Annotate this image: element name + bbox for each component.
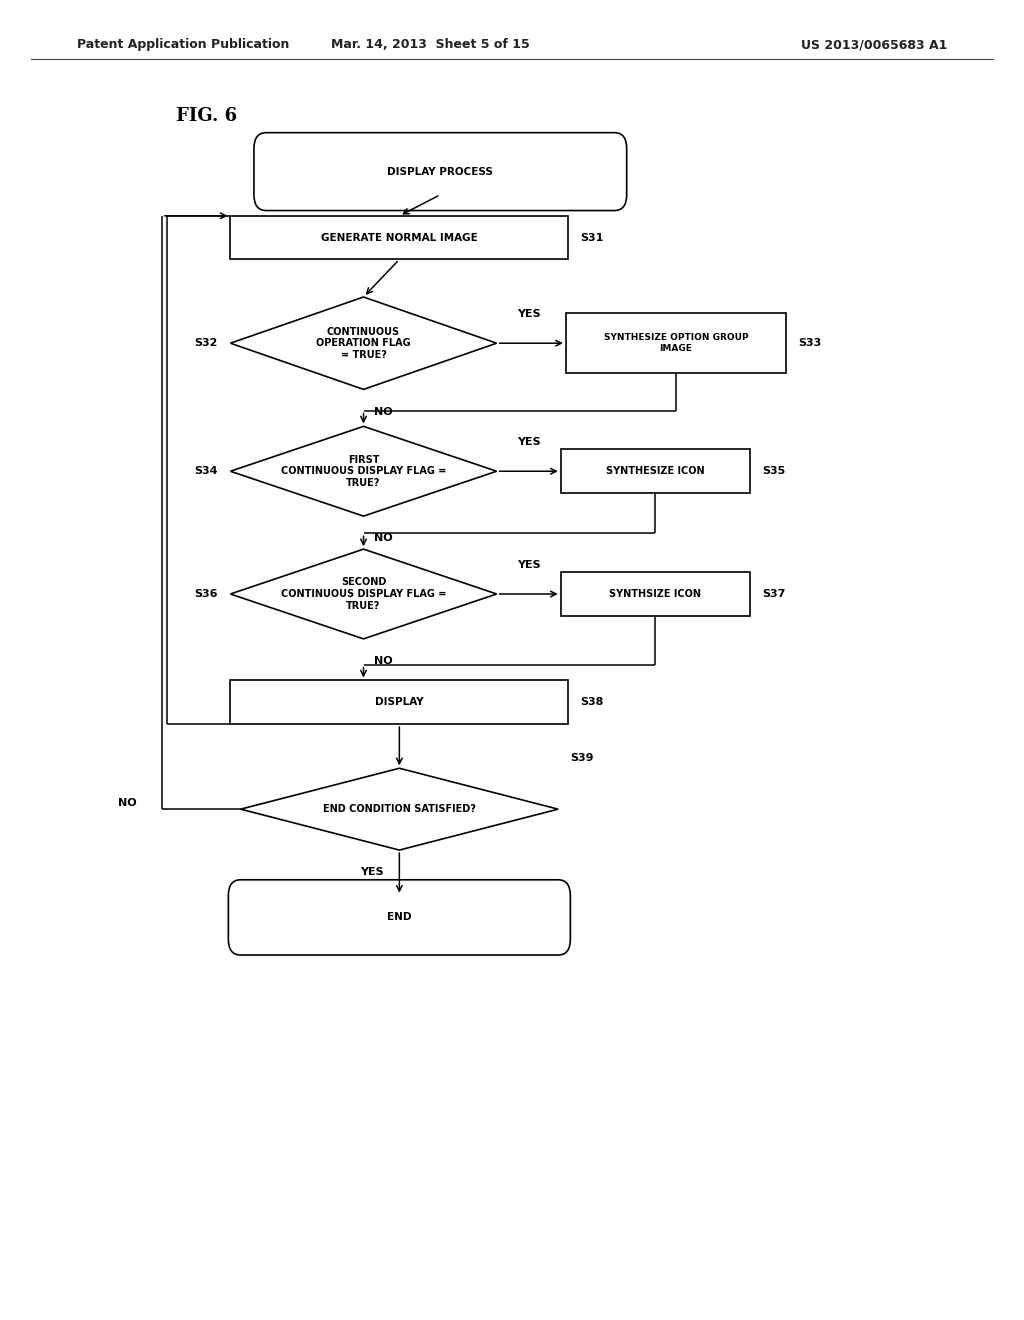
Text: FIG. 6: FIG. 6 (176, 107, 238, 125)
Text: SYNTHESIZE ICON: SYNTHESIZE ICON (606, 466, 705, 477)
Text: NO: NO (118, 797, 136, 808)
Text: S35: S35 (762, 466, 785, 477)
Text: US 2013/0065683 A1: US 2013/0065683 A1 (801, 38, 947, 51)
Text: S39: S39 (570, 752, 594, 763)
Bar (561, 449, 750, 492)
Text: YES: YES (517, 560, 541, 570)
Text: FIRST
CONTINUOUS DISPLAY FLAG =
TRUE?: FIRST CONTINUOUS DISPLAY FLAG = TRUE? (281, 454, 446, 488)
Bar (561, 572, 750, 615)
Polygon shape (230, 297, 497, 389)
Text: S32: S32 (195, 338, 218, 348)
Text: S37: S37 (762, 589, 785, 599)
Text: YES: YES (517, 437, 541, 447)
Polygon shape (230, 426, 497, 516)
FancyBboxPatch shape (254, 132, 627, 210)
Text: SECOND
CONTINUOUS DISPLAY FLAG =
TRUE?: SECOND CONTINUOUS DISPLAY FLAG = TRUE? (281, 577, 446, 611)
Text: SYNTHESIZE OPTION GROUP
IMAGE: SYNTHESIZE OPTION GROUP IMAGE (603, 334, 749, 352)
Bar (565, 313, 786, 372)
Bar (230, 216, 568, 260)
Text: S34: S34 (195, 466, 218, 477)
Text: YES: YES (360, 867, 384, 878)
Text: S31: S31 (581, 232, 604, 243)
Text: END CONDITION SATISFIED?: END CONDITION SATISFIED? (323, 804, 476, 814)
Text: Mar. 14, 2013  Sheet 5 of 15: Mar. 14, 2013 Sheet 5 of 15 (331, 38, 529, 51)
Text: Patent Application Publication: Patent Application Publication (77, 38, 289, 51)
Text: SYNTHSIZE ICON: SYNTHSIZE ICON (609, 589, 701, 599)
Text: END: END (387, 912, 412, 923)
Text: YES: YES (517, 309, 541, 319)
Text: S38: S38 (581, 697, 604, 708)
Text: NO: NO (374, 533, 392, 544)
Polygon shape (230, 549, 497, 639)
Text: CONTINUOUS
OPERATION FLAG
= TRUE?: CONTINUOUS OPERATION FLAG = TRUE? (316, 326, 411, 360)
Polygon shape (241, 768, 558, 850)
Text: S33: S33 (799, 338, 821, 348)
Text: DISPLAY: DISPLAY (375, 697, 424, 708)
Text: S36: S36 (195, 589, 218, 599)
Text: DISPLAY PROCESS: DISPLAY PROCESS (387, 166, 494, 177)
FancyBboxPatch shape (228, 880, 570, 956)
Bar (230, 681, 568, 723)
Text: NO: NO (374, 407, 392, 417)
Text: GENERATE NORMAL IMAGE: GENERATE NORMAL IMAGE (321, 232, 478, 243)
Text: NO: NO (374, 656, 392, 667)
